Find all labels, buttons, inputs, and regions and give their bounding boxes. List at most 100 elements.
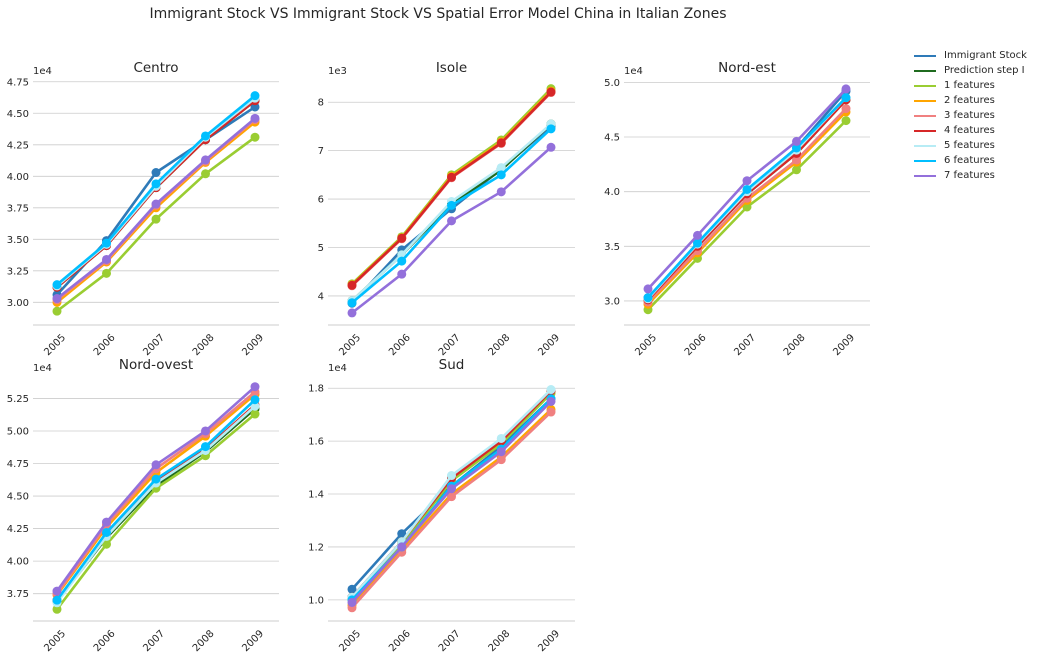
x-tick-label: 2008	[782, 332, 808, 358]
legend-swatch	[914, 144, 936, 147]
data-point	[447, 216, 456, 226]
data-point	[250, 409, 260, 419]
data-point	[102, 254, 111, 264]
data-point	[841, 116, 851, 126]
y-tick-label: 3.0	[604, 296, 620, 307]
panel-nord-ovest: 3.75 4.00 4.25 4.50 4.75 5.00 5.25 1e4 Nord-oves…	[7, 357, 279, 654]
data-point	[201, 442, 210, 452]
data-point	[742, 184, 752, 194]
figure-title: Immigrant Stock VS Immigrant Stock VS Sp…	[149, 6, 727, 22]
data-point	[102, 527, 111, 537]
y-tick-label: 4.25	[7, 524, 29, 535]
y-tick-label: 5	[318, 243, 324, 254]
data-point	[250, 102, 260, 112]
data-point	[347, 280, 357, 290]
series-line	[351, 127, 552, 304]
x-tick-label: 2006	[387, 332, 413, 358]
data-point	[546, 124, 556, 134]
series-line	[55, 413, 256, 611]
y-tick-label: 4.50	[7, 109, 29, 120]
series-line	[351, 87, 552, 285]
legend-swatch	[914, 54, 936, 57]
y-tick-label: 3.25	[7, 266, 29, 277]
data-point	[347, 308, 357, 318]
data-point	[546, 407, 556, 417]
data-point	[496, 433, 506, 443]
data-point	[201, 169, 210, 179]
data-point	[496, 447, 506, 457]
data-point	[52, 294, 62, 304]
x-tick-label: 2007	[141, 628, 167, 654]
data-point	[546, 87, 556, 97]
legend-item: 2 features	[914, 93, 1027, 108]
legend-swatch	[914, 114, 936, 117]
legend-label: 6 features	[944, 155, 995, 166]
x-tick-label: 2006	[92, 332, 118, 358]
data-point	[447, 484, 456, 494]
legend-swatch	[914, 69, 936, 72]
axis-multiplier: 1e4	[33, 66, 52, 77]
panel-sud: 1.0 1.2 1.4 1.6 1.8 1e4 Sud 2005 2006 2007 2008 200…	[308, 357, 575, 654]
data-point	[397, 529, 407, 539]
data-point	[643, 293, 653, 303]
y-tick-label: 3.75	[7, 203, 29, 214]
data-point	[496, 163, 506, 173]
data-point	[102, 517, 111, 527]
panel-centro: 3.00 3.25 3.50 3.75 4.00 4.25 4.50 4.75 1e4 Centr…	[7, 60, 279, 358]
panel-title: Sud	[439, 357, 465, 373]
data-point	[447, 172, 456, 182]
data-point	[546, 385, 556, 395]
x-tick-label: 2008	[191, 628, 217, 654]
y-tick-label: 5.25	[7, 394, 29, 405]
data-point	[546, 396, 556, 406]
data-point	[693, 230, 702, 240]
data-point	[52, 595, 62, 605]
y-tick-label: 4.50	[7, 492, 29, 503]
data-point	[792, 143, 801, 153]
data-point	[792, 136, 801, 146]
data-point	[52, 306, 62, 316]
legend-item: Immigrant Stock	[914, 48, 1027, 63]
data-point	[347, 597, 357, 607]
y-tick-label: 4.0	[604, 187, 620, 198]
y-tick-label: 4.00	[7, 557, 29, 568]
data-point	[447, 492, 456, 502]
legend-label: Prediction step I	[944, 65, 1025, 76]
data-point	[841, 93, 851, 103]
data-point	[151, 214, 161, 224]
data-point	[52, 586, 62, 596]
x-tick-label: 2009	[240, 628, 266, 654]
x-tick-label: 2009	[240, 332, 266, 358]
data-point	[841, 84, 851, 94]
x-tick-label: 2006	[387, 628, 413, 654]
data-point	[151, 474, 161, 484]
data-point	[496, 138, 506, 148]
data-point	[397, 256, 407, 266]
y-tick-label: 4.00	[7, 172, 29, 183]
x-tick-label: 2009	[831, 332, 857, 358]
x-tick-label: 2005	[42, 332, 68, 358]
legend-item: Prediction step I	[914, 63, 1027, 78]
y-tick-label: 4	[318, 291, 324, 302]
y-tick-label: 5.0	[604, 78, 620, 89]
y-tick-label: 6	[318, 195, 324, 206]
axis-multiplier: 1e4	[624, 66, 643, 77]
data-point	[347, 298, 357, 308]
legend-label: 2 features	[944, 95, 995, 106]
data-point	[201, 426, 210, 436]
panel-title: Isole	[436, 60, 467, 76]
axis-multiplier: 1e3	[328, 66, 347, 77]
legend-item: 4 features	[914, 123, 1027, 138]
x-tick-label: 2007	[437, 628, 463, 654]
data-point	[397, 269, 407, 279]
y-tick-label: 1.2	[308, 542, 324, 553]
x-tick-label: 2008	[487, 332, 513, 358]
data-point	[250, 91, 260, 101]
x-tick-label: 2008	[191, 332, 217, 358]
legend-item: 5 features	[914, 138, 1027, 153]
data-point	[201, 131, 210, 141]
legend-swatch	[914, 99, 936, 102]
data-point	[102, 268, 111, 278]
y-tick-label: 7	[318, 146, 324, 157]
panel-title: Nord-ovest	[119, 357, 193, 373]
